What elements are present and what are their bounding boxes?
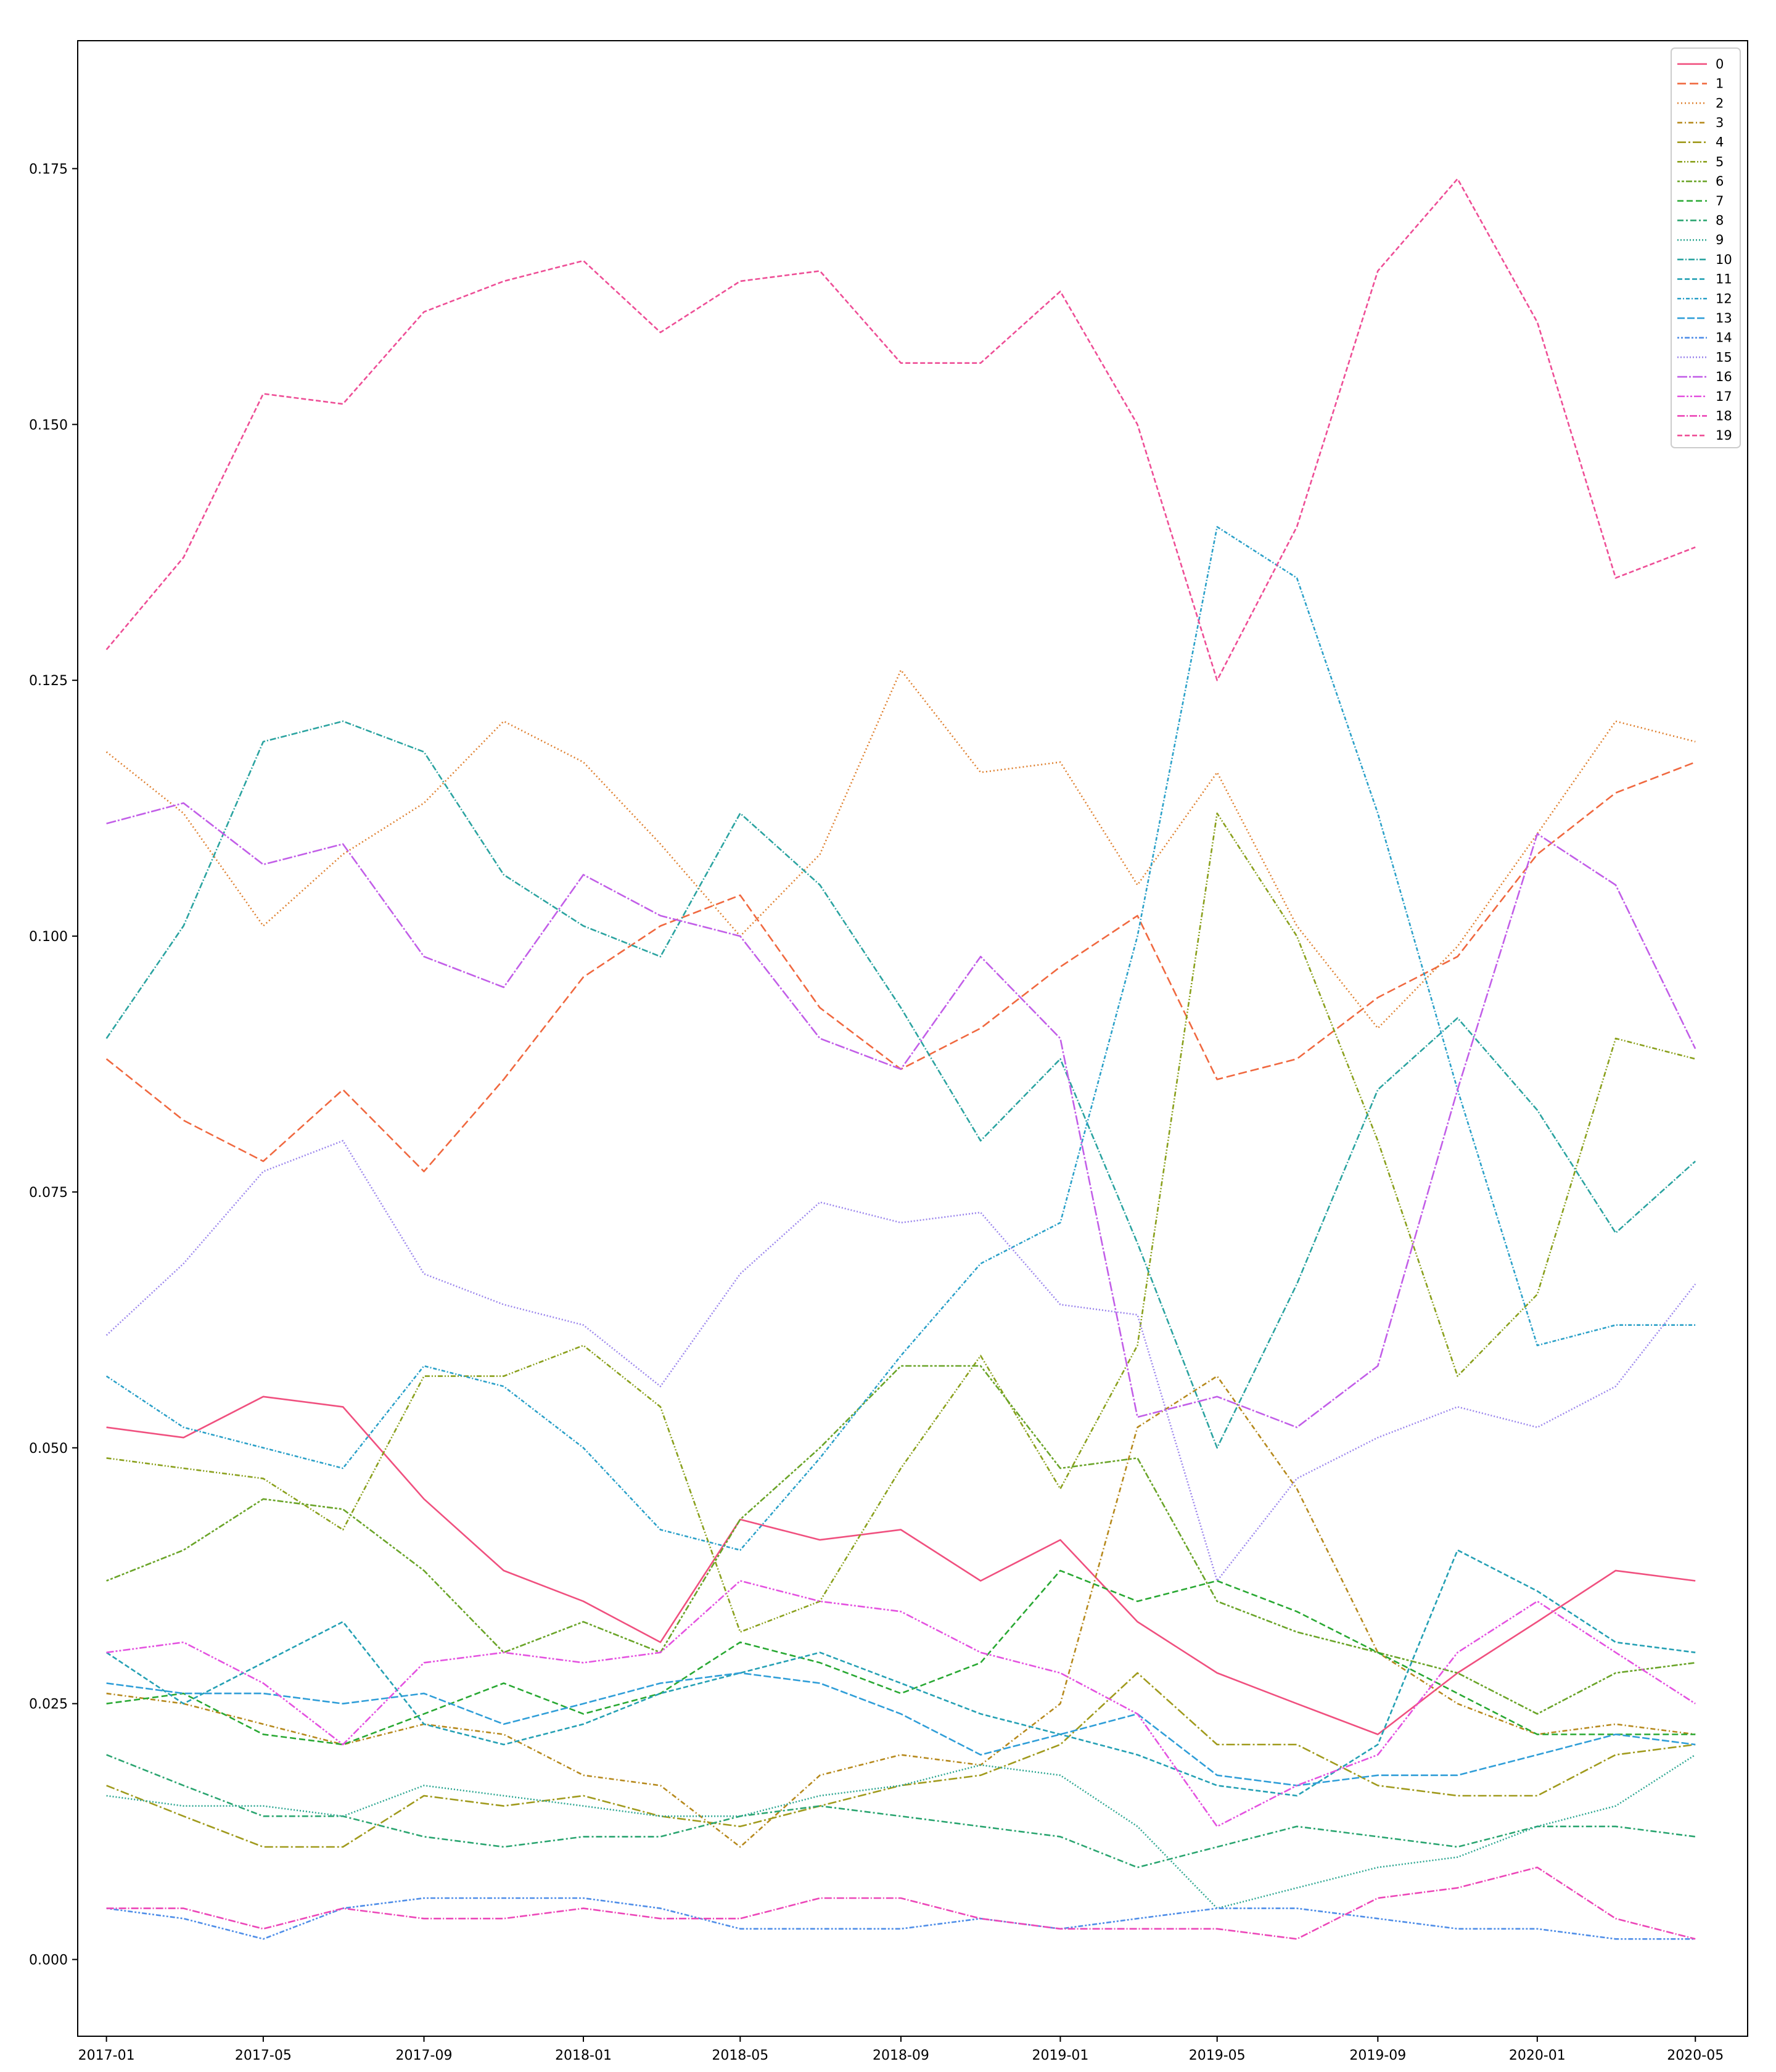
plot-area [77,40,1748,2037]
y-tick-label: 0.125 [29,673,68,689]
legend-label-1: 1 [1716,76,1724,91]
series-line-19 [105,178,1696,681]
series-line-5 [106,812,1696,1633]
legend-label-5: 5 [1716,154,1724,169]
series-line-8 [106,1754,1696,1868]
legend-label-13: 13 [1716,311,1732,326]
series-line-18 [106,1866,1696,1940]
x-tick-label: 2020-05 [1667,2048,1724,2063]
legend-label-4: 4 [1716,135,1724,150]
x-tick-label: 2019-05 [1189,2048,1246,2063]
legend-label-6: 6 [1716,174,1724,189]
x-tick-label: 2019-01 [1032,2048,1088,2063]
x-tick-label: 2018-05 [712,2048,768,2063]
series-line-15 [105,1140,1696,1582]
legend-label-10: 10 [1716,252,1732,267]
legend-label-0: 0 [1716,57,1724,72]
x-tick-label: 2019-09 [1349,2048,1406,2063]
legend-label-19: 19 [1716,428,1732,443]
legend-label-16: 16 [1716,369,1732,384]
series-line-7 [106,1569,1696,1746]
series-line-16 [106,802,1696,1428]
series-line-6 [106,1365,1696,1715]
y-axis: 0.000 0.025 0.050 0.075 0.100 0.125 0.150 0.175 [29,162,78,1968]
series-line-12 [105,525,1696,1551]
x-tick-label: 2020-01 [1509,2048,1566,2063]
legend-label-14: 14 [1716,331,1732,345]
legend-label-8: 8 [1716,213,1724,228]
legend-label-3: 3 [1716,115,1724,130]
series-line-17 [106,1580,1696,1828]
legend-label-9: 9 [1716,232,1724,247]
series-line-4 [106,1672,1696,1848]
x-tick-label: 2017-09 [396,2048,453,2063]
legend-label-2: 2 [1716,96,1724,110]
series-line-0 [106,1396,1696,1735]
legend-box [1671,47,1741,448]
x-tick-label: 2017-05 [235,2048,292,2063]
y-tick-label: 0.000 [29,1953,68,1968]
legend-label-18: 18 [1716,408,1732,423]
y-tick-label: 0.025 [29,1697,68,1712]
x-tick-label: 2018-01 [555,2048,612,2063]
legend-label-12: 12 [1716,291,1732,306]
legend-label-7: 7 [1716,194,1724,208]
series-line-11 [105,1549,1696,1797]
series-line-10 [105,720,1696,1449]
x-axis: 2017-01 2017-05 2017-09 2018-01 2018-05 2018-… [78,2036,1724,2063]
y-tick-label: 0.050 [29,1441,68,1457]
y-tick-label: 0.075 [29,1185,68,1201]
x-tick-label: 2018-09 [873,2048,929,2063]
series-layer [105,178,1696,1940]
y-tick-label: 0.175 [29,162,68,177]
legend-label-17: 17 [1716,389,1732,404]
series-line-14 [106,1897,1696,1940]
legend-label-11: 11 [1716,272,1732,287]
legend-label-15: 15 [1716,350,1732,364]
y-tick-label: 0.100 [29,929,68,945]
series-line-13 [106,1672,1696,1786]
y-tick-label: 0.150 [29,417,68,433]
x-tick-label: 2017-01 [78,2048,135,2063]
